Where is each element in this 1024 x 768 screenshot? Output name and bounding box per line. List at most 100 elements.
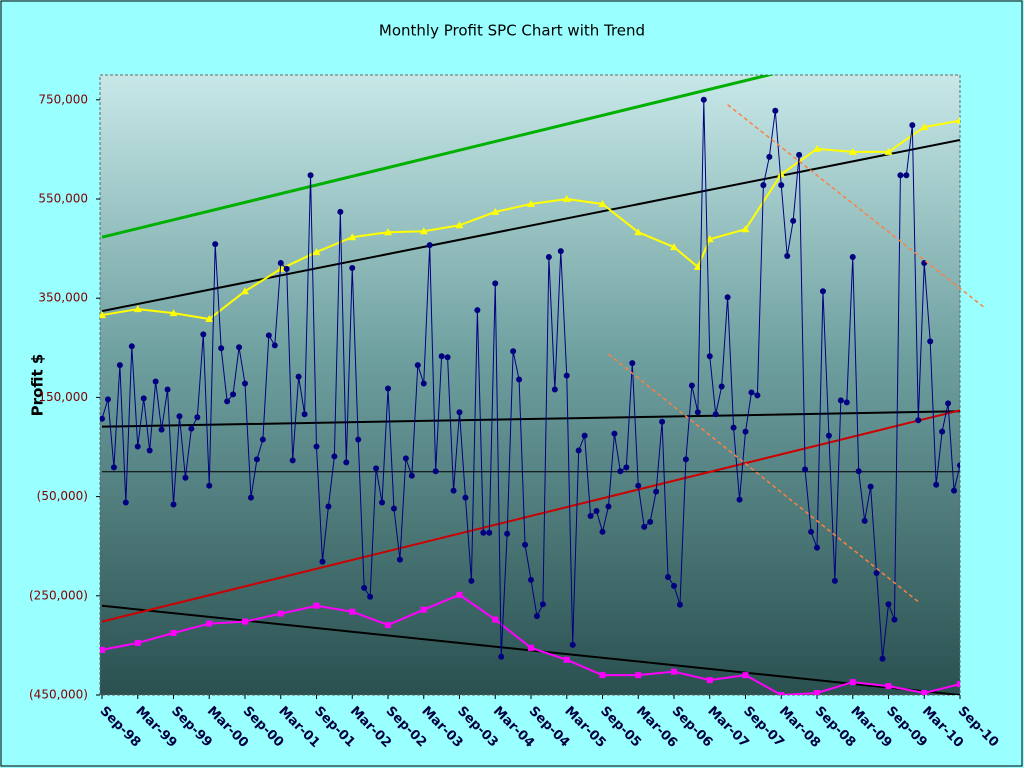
data-point — [349, 608, 356, 615]
data-point — [247, 494, 254, 501]
data-point — [169, 309, 178, 317]
data-point — [884, 147, 893, 155]
series-line — [101, 409, 960, 623]
data-point — [736, 496, 743, 503]
data-point — [134, 443, 141, 450]
data-point — [200, 331, 207, 338]
series-line — [727, 104, 985, 308]
chart-title: Monthly Profit SPC Chart with Trend — [379, 22, 645, 40]
data-point — [522, 541, 529, 548]
data-point — [420, 380, 427, 387]
data-point — [641, 523, 648, 530]
data-point — [778, 692, 785, 695]
data-point — [242, 380, 248, 387]
data-point — [277, 610, 284, 617]
data-point — [700, 96, 707, 103]
data-point — [814, 690, 820, 695]
data-point — [241, 287, 249, 295]
data-point — [462, 494, 469, 501]
data-point — [313, 602, 320, 609]
plot-marks — [100, 75, 960, 695]
data-point — [307, 172, 314, 179]
data-point — [516, 376, 523, 383]
data-point — [100, 646, 105, 653]
data-point — [271, 342, 278, 349]
data-point — [182, 474, 189, 481]
data-point — [849, 679, 856, 686]
data-point — [766, 153, 773, 160]
data-point — [218, 345, 225, 352]
data-point — [873, 569, 880, 576]
data-point — [897, 172, 904, 179]
data-point — [891, 616, 898, 623]
data-point — [355, 436, 362, 443]
data-point — [760, 182, 767, 189]
data-point — [283, 265, 290, 272]
data-point — [289, 457, 296, 464]
data-point — [676, 601, 683, 608]
data-point — [634, 228, 643, 236]
data-point — [348, 233, 357, 241]
data-point — [319, 558, 326, 565]
plot-area — [99, 74, 961, 696]
data-point — [706, 677, 713, 684]
data-point — [385, 385, 391, 392]
data-point — [373, 465, 380, 472]
data-point — [861, 517, 868, 524]
data-point — [253, 456, 260, 463]
data-point — [176, 413, 183, 420]
data-point — [528, 576, 534, 583]
data-point — [957, 462, 960, 469]
data-point — [562, 195, 571, 202]
data-point — [848, 147, 857, 155]
data-point — [100, 311, 106, 319]
data-point — [837, 397, 844, 404]
data-point — [557, 248, 564, 255]
data-point — [455, 221, 464, 229]
data-point — [694, 409, 701, 416]
data-point — [885, 683, 892, 690]
data-point — [951, 487, 958, 494]
data-point — [956, 116, 960, 124]
data-point — [146, 447, 153, 454]
data-point — [110, 464, 117, 471]
data-point — [385, 622, 391, 629]
series-line — [101, 410, 960, 428]
data-point — [170, 630, 177, 636]
data-point — [903, 172, 910, 179]
series-line — [607, 353, 919, 603]
series-line — [101, 75, 775, 239]
data-point — [313, 443, 320, 450]
data-point — [885, 601, 892, 608]
data-point — [939, 428, 946, 435]
data-point — [569, 641, 576, 648]
data-point — [104, 396, 111, 403]
data-point — [796, 151, 803, 158]
data-point — [742, 428, 749, 435]
data-point — [617, 468, 624, 475]
data-point — [224, 398, 231, 405]
data-point — [772, 107, 779, 114]
data-point — [825, 432, 832, 439]
data-point — [486, 529, 493, 536]
data-point — [693, 262, 702, 270]
data-point — [635, 482, 642, 489]
data-point — [325, 503, 332, 510]
data-point — [778, 182, 785, 189]
data-point — [450, 487, 457, 494]
data-point — [140, 395, 147, 402]
data-point — [396, 556, 403, 563]
data-point — [539, 601, 546, 608]
data-point — [623, 464, 630, 471]
data-point — [611, 430, 618, 437]
data-point — [593, 507, 600, 514]
data-point — [402, 455, 409, 462]
y-tick-label: 350,000 — [38, 291, 88, 305]
data-point — [563, 656, 570, 663]
data-point — [784, 253, 791, 260]
data-point — [456, 591, 463, 598]
data-point — [665, 573, 672, 580]
data-point — [432, 468, 439, 475]
data-point — [492, 616, 499, 623]
data-point — [419, 227, 428, 235]
